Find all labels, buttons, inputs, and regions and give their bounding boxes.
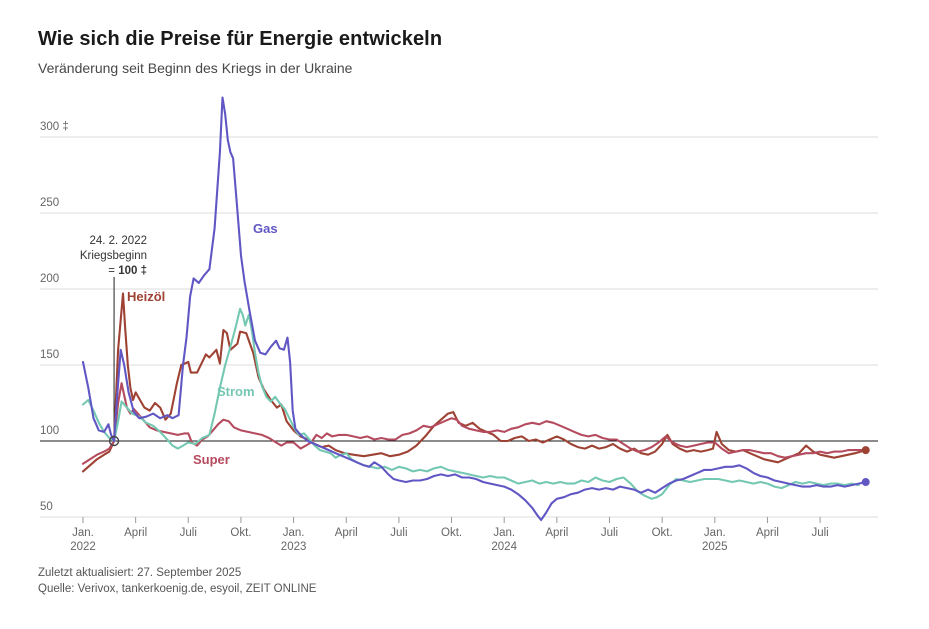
series-line-strom xyxy=(81,307,860,500)
x-axis-label: Okt. xyxy=(652,527,673,539)
x-axis-year-label: 2024 xyxy=(491,541,517,553)
x-axis-label: Okt. xyxy=(230,527,251,539)
footer-last-updated: Zuletzt aktualisiert: 27. September 2025 xyxy=(38,567,242,579)
x-axis-label: Juli xyxy=(390,527,407,539)
y-axis-label: 150 xyxy=(40,349,59,361)
x-axis-year-label: 2023 xyxy=(281,541,307,553)
end-dot-heizoel xyxy=(861,446,870,455)
x-axis-label: Jan. xyxy=(72,527,94,539)
y-axis-label: 50 xyxy=(40,501,53,513)
chart-title: Wie sich die Preise für Energie entwicke… xyxy=(38,28,443,50)
series-label-heizoel: Heizöl xyxy=(127,289,165,304)
x-axis-label: Jan. xyxy=(283,527,305,539)
annotation-date: 24. 2. 2022 xyxy=(89,235,147,247)
x-axis-year-label: 2025 xyxy=(702,541,728,553)
annotation-event: Kriegsbeginn xyxy=(80,250,147,262)
x-axis-label: Juli xyxy=(811,527,828,539)
annotation-base-value: = 100 ‡ xyxy=(108,265,147,277)
footer-source: Quelle: Verivox, tankerkoenig.de, esyoil… xyxy=(38,583,317,595)
chart-subtitle: Veränderung seit Beginn des Kriegs in de… xyxy=(38,60,353,76)
series-line-super xyxy=(81,382,867,465)
x-axis-label: April xyxy=(545,527,568,539)
y-axis-label: 100 xyxy=(40,425,59,437)
x-axis-label: Juli xyxy=(180,527,197,539)
y-axis-label: 300 ‡ xyxy=(40,121,69,133)
series-label-super: Super xyxy=(193,452,230,467)
series-label-gas: Gas xyxy=(253,221,278,236)
series-line-heizoel xyxy=(81,292,867,473)
x-axis-label: April xyxy=(124,527,147,539)
y-axis-label: 250 xyxy=(40,197,59,209)
x-axis-year-label: 2022 xyxy=(70,541,96,553)
x-axis-label: Okt. xyxy=(441,527,462,539)
series-line-gas xyxy=(81,96,867,522)
x-axis-label: April xyxy=(756,527,779,539)
x-axis-label: Juli xyxy=(601,527,618,539)
series-label-strom: Strom xyxy=(217,384,255,399)
x-axis-label: Jan. xyxy=(704,527,726,539)
war-start-marker xyxy=(108,435,120,447)
x-axis-label: April xyxy=(335,527,358,539)
x-axis-label: Jan. xyxy=(493,527,515,539)
y-axis-label: 200 xyxy=(40,273,59,285)
end-dot-gas xyxy=(861,478,870,487)
